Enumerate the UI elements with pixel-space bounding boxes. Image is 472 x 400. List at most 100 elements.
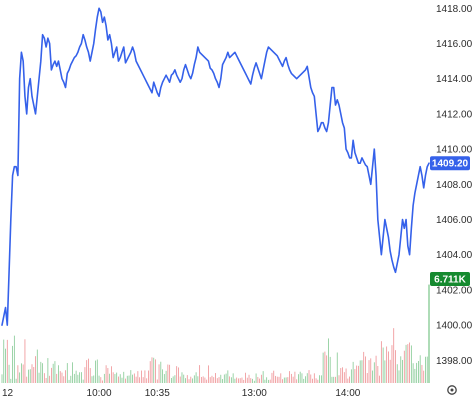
volume-bar xyxy=(102,380,103,383)
volume-bar xyxy=(407,344,409,383)
volume-bar xyxy=(186,375,188,383)
volume-bar xyxy=(6,339,8,383)
volume-bar xyxy=(133,373,135,383)
volume-bar xyxy=(185,378,186,383)
volume-bar xyxy=(324,351,326,383)
volume-bar xyxy=(190,376,192,383)
x-tick-label: 10:35 xyxy=(145,388,170,399)
volume-bar xyxy=(373,362,375,383)
volume-bar xyxy=(345,368,347,383)
volume-bar xyxy=(257,376,259,383)
volume-bar xyxy=(15,378,17,383)
volume-bar xyxy=(208,365,209,383)
volume-bar xyxy=(299,371,301,383)
volume-bar xyxy=(156,379,158,383)
volume-bar xyxy=(84,367,86,383)
volume-bar xyxy=(405,344,407,383)
volume-bar xyxy=(313,373,315,383)
volume-bar xyxy=(112,372,114,383)
volume-bar xyxy=(36,349,38,383)
volume-bar xyxy=(70,375,72,383)
volume-bar xyxy=(206,379,208,383)
volume-bar xyxy=(153,357,155,383)
volume-bar xyxy=(167,364,169,383)
volume-bar xyxy=(380,341,382,383)
gear-icon[interactable] xyxy=(447,385,457,395)
volume-bar xyxy=(10,378,12,383)
price-series-line xyxy=(1,7,430,326)
y-tick-label: 1414.00 xyxy=(436,74,472,85)
volume-bar xyxy=(340,368,342,383)
volume-bar xyxy=(174,375,176,383)
volume-bar xyxy=(105,365,107,383)
volume-bar xyxy=(162,369,163,383)
y-tick-label: 1402.00 xyxy=(436,285,472,296)
volume-bar xyxy=(5,348,6,383)
volume-bar xyxy=(347,378,349,383)
volume-bar xyxy=(315,378,317,383)
volume-bar xyxy=(329,356,331,383)
volume-bar xyxy=(51,367,52,383)
last-price-label: 1409.20 xyxy=(432,159,469,170)
volume-bar xyxy=(271,372,273,383)
volume-bar xyxy=(123,371,125,383)
volume-bar xyxy=(24,339,26,383)
volume-bar xyxy=(294,371,296,383)
volume-bar xyxy=(160,361,162,383)
volume-bar xyxy=(200,376,202,383)
volume-bar xyxy=(29,369,31,383)
volume-bar xyxy=(361,360,363,383)
volume-bar xyxy=(289,371,291,383)
volume-bar xyxy=(264,379,266,383)
volume-bar xyxy=(209,377,211,383)
volume-bar xyxy=(395,350,396,383)
volume-bar xyxy=(379,375,380,383)
volume-bar xyxy=(77,374,79,383)
volume-bar xyxy=(260,374,262,383)
volume-bar xyxy=(86,360,88,383)
volume-bar xyxy=(410,345,412,383)
volume-bar xyxy=(116,372,118,383)
volume-bar xyxy=(255,373,257,383)
volume-bar xyxy=(33,367,35,383)
volume-bar xyxy=(232,373,234,383)
volume-bar xyxy=(269,379,271,383)
volume-bar xyxy=(28,369,29,383)
y-tick-label: 1406.00 xyxy=(436,215,472,226)
volume-bar xyxy=(216,378,218,383)
volume-bar xyxy=(377,365,379,383)
volume-bar xyxy=(389,359,391,383)
volume-bar xyxy=(146,378,148,383)
volume-bar xyxy=(412,363,414,383)
volume-bar xyxy=(343,372,345,383)
x-tick-label: 14:00 xyxy=(335,388,360,399)
volume-bar xyxy=(21,363,22,383)
volume-bar xyxy=(13,335,15,383)
last-volume-badge: 6.711K xyxy=(430,272,470,286)
last-volume-label: 6.711K xyxy=(434,275,466,286)
volume-bar xyxy=(428,284,430,383)
volume-bar xyxy=(126,375,128,383)
volume-bar xyxy=(402,359,403,383)
volume-bar xyxy=(109,373,111,383)
volume-bar xyxy=(91,376,93,383)
volume-bar xyxy=(128,375,130,383)
volume-bar xyxy=(111,366,112,383)
volume-bar xyxy=(365,356,366,383)
x-tick-label: 10:00 xyxy=(87,388,112,399)
x-axis-ticks: 12 10:00 10:35 13:00 14:00 xyxy=(2,388,361,399)
volume-bar xyxy=(17,365,19,383)
volume-bar xyxy=(26,376,28,383)
volume-bar xyxy=(22,364,24,383)
volume-bar xyxy=(223,374,225,383)
volume-bar xyxy=(335,376,336,383)
volume-bar xyxy=(386,346,388,383)
volume-bar xyxy=(169,364,171,383)
volume-bar xyxy=(416,362,418,383)
volume-bar xyxy=(149,361,151,383)
volume-bar xyxy=(230,377,232,383)
volume-bar xyxy=(163,374,165,383)
volume-bar xyxy=(95,360,96,383)
volume-bar xyxy=(273,370,275,383)
